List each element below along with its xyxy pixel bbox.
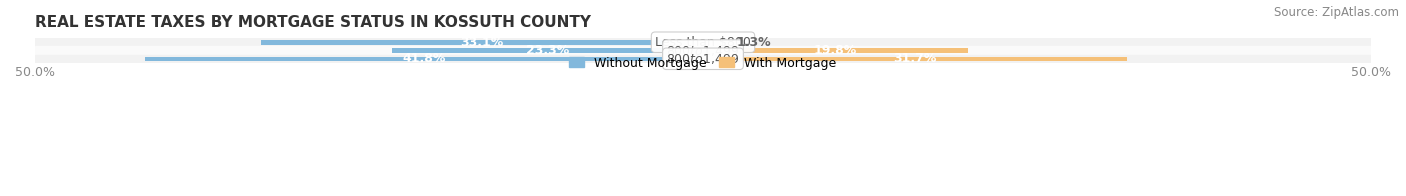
Bar bbox=[35, 55, 1371, 63]
Text: Source: ZipAtlas.com: Source: ZipAtlas.com bbox=[1274, 6, 1399, 19]
Text: 23.3%: 23.3% bbox=[526, 44, 569, 57]
Text: 19.8%: 19.8% bbox=[814, 44, 856, 57]
Bar bbox=[35, 46, 1371, 55]
Bar bbox=[260, 40, 703, 44]
Text: REAL ESTATE TAXES BY MORTGAGE STATUS IN KOSSUTH COUNTY: REAL ESTATE TAXES BY MORTGAGE STATUS IN … bbox=[35, 15, 591, 30]
Bar bbox=[703, 56, 1126, 61]
Text: 33.1%: 33.1% bbox=[460, 36, 503, 49]
Text: 41.8%: 41.8% bbox=[402, 52, 446, 65]
Text: 31.7%: 31.7% bbox=[893, 52, 936, 65]
Legend: Without Mortgage, With Mortgage: Without Mortgage, With Mortgage bbox=[564, 52, 842, 74]
Bar bbox=[145, 56, 703, 61]
Text: $800 to $1,499: $800 to $1,499 bbox=[666, 52, 740, 66]
Bar bbox=[703, 48, 967, 53]
Text: Less than $800: Less than $800 bbox=[655, 36, 751, 49]
Bar bbox=[703, 40, 720, 44]
Text: 1.3%: 1.3% bbox=[737, 36, 770, 49]
Text: $800 to $1,499: $800 to $1,499 bbox=[666, 44, 740, 57]
Bar bbox=[35, 38, 1371, 46]
Bar bbox=[392, 48, 703, 53]
